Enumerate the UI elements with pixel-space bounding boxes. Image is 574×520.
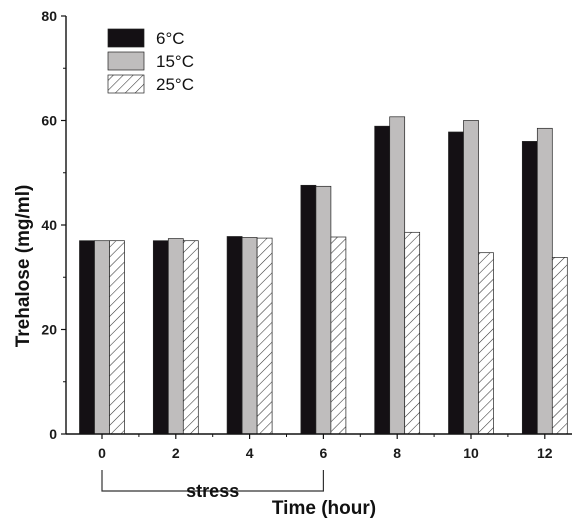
bar-15c-t0 (94, 240, 110, 435)
bars-layer (79, 116, 568, 435)
bar-25c-t2 (182, 240, 199, 435)
x-tick-label: 6 (320, 445, 328, 461)
legend-label: 25°C (156, 75, 194, 94)
y-tick-label: 80 (41, 8, 57, 24)
bar-6c-t8 (374, 125, 391, 435)
legend-swatch (107, 28, 145, 48)
legend-label: 6°C (156, 29, 185, 48)
stress-label: stress (186, 481, 239, 501)
legend-swatch (107, 51, 145, 71)
bar-15c-t6 (315, 185, 332, 435)
bar-6c-t0 (79, 240, 95, 435)
x-tick-label: 10 (463, 445, 479, 461)
bar-25c-t10 (478, 252, 494, 435)
bar-6c-t12 (521, 141, 538, 435)
x-axis-title: Time (hour) (272, 498, 376, 519)
legend-swatch (107, 74, 145, 94)
bar-25c-t12 (551, 257, 568, 435)
y-tick-label: 20 (41, 322, 57, 338)
x-tick-label: 12 (537, 445, 553, 461)
x-tick-label: 4 (246, 445, 254, 461)
bar-15c-t10 (463, 120, 479, 435)
bar-15c-t8 (389, 116, 406, 435)
bar-15c-t4 (241, 237, 258, 435)
legend-label: 15°C (156, 52, 194, 71)
bar-25c-t8 (404, 231, 421, 435)
y-tick-label: 0 (49, 426, 57, 442)
bar-25c-t0 (109, 240, 125, 435)
axes-layer: 0 20 40 60 80 0 2 4 6 8 10 12 (41, 8, 572, 461)
bar-6c-t6 (300, 184, 317, 435)
x-tick-label: 0 (98, 445, 106, 461)
bar-15c-t2 (167, 238, 184, 435)
bar-25c-t4 (256, 237, 273, 435)
y-tick-label: 60 (41, 113, 57, 129)
bar-6c-t2 (152, 240, 169, 435)
stress-bracket (101, 470, 324, 492)
y-tick-label: 40 (41, 217, 57, 233)
legend: 6°C 15°C 25°C (107, 28, 194, 94)
stress-annotation: stress (101, 470, 324, 501)
bar-25c-t6 (330, 236, 347, 435)
y-axis-title: Trehalose (mg/ml) (13, 185, 34, 348)
x-tick-label: 2 (172, 445, 180, 461)
x-tick-label: 8 (393, 445, 401, 461)
bar-6c-t10 (448, 131, 464, 435)
bar-15c-t12 (536, 127, 553, 435)
bar-6c-t4 (226, 236, 243, 435)
